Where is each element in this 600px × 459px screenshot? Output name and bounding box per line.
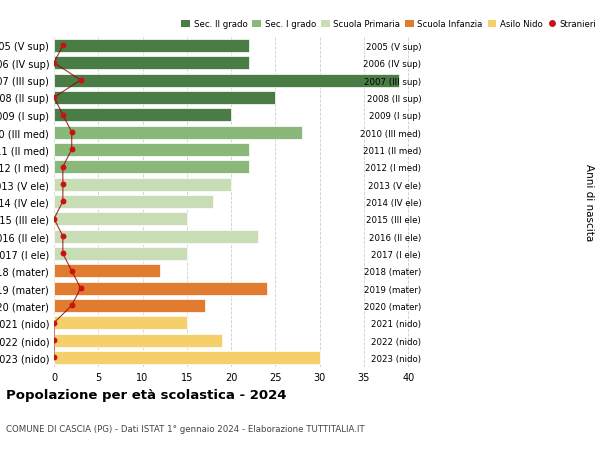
Bar bbox=[54, 351, 320, 364]
Point bbox=[58, 233, 68, 240]
Point bbox=[49, 337, 59, 344]
Point bbox=[58, 164, 68, 171]
Bar bbox=[54, 178, 231, 191]
Bar bbox=[54, 247, 187, 260]
Point bbox=[49, 319, 59, 327]
Bar bbox=[54, 282, 266, 295]
Bar bbox=[54, 126, 302, 139]
Point bbox=[67, 268, 77, 275]
Bar bbox=[54, 230, 258, 243]
Bar bbox=[54, 299, 205, 312]
Point bbox=[67, 129, 77, 136]
Bar bbox=[54, 161, 249, 174]
Point bbox=[49, 60, 59, 67]
Text: Anni di nascita: Anni di nascita bbox=[584, 163, 594, 241]
Point bbox=[58, 250, 68, 257]
Legend: Sec. II grado, Sec. I grado, Scuola Primaria, Scuola Infanzia, Asilo Nido, Stran: Sec. II grado, Sec. I grado, Scuola Prim… bbox=[181, 20, 596, 29]
Point bbox=[58, 181, 68, 188]
Point bbox=[49, 95, 59, 102]
Bar bbox=[54, 334, 222, 347]
Point bbox=[67, 302, 77, 309]
Bar bbox=[54, 196, 214, 208]
Point bbox=[49, 216, 59, 223]
Bar bbox=[54, 57, 249, 70]
Point bbox=[49, 354, 59, 361]
Point bbox=[58, 198, 68, 206]
Point bbox=[76, 285, 85, 292]
Point bbox=[58, 112, 68, 119]
Bar bbox=[54, 40, 249, 53]
Text: COMUNE DI CASCIA (PG) - Dati ISTAT 1° gennaio 2024 - Elaborazione TUTTITALIA.IT: COMUNE DI CASCIA (PG) - Dati ISTAT 1° ge… bbox=[6, 425, 365, 434]
Bar bbox=[54, 317, 187, 330]
Bar bbox=[54, 109, 231, 122]
Point bbox=[58, 43, 68, 50]
Point bbox=[76, 77, 85, 84]
Bar bbox=[54, 265, 160, 278]
Bar bbox=[54, 213, 187, 226]
Bar bbox=[54, 144, 249, 157]
Bar bbox=[54, 92, 275, 105]
Bar bbox=[54, 74, 400, 87]
Point bbox=[67, 146, 77, 154]
Text: Popolazione per età scolastica - 2024: Popolazione per età scolastica - 2024 bbox=[6, 388, 287, 401]
